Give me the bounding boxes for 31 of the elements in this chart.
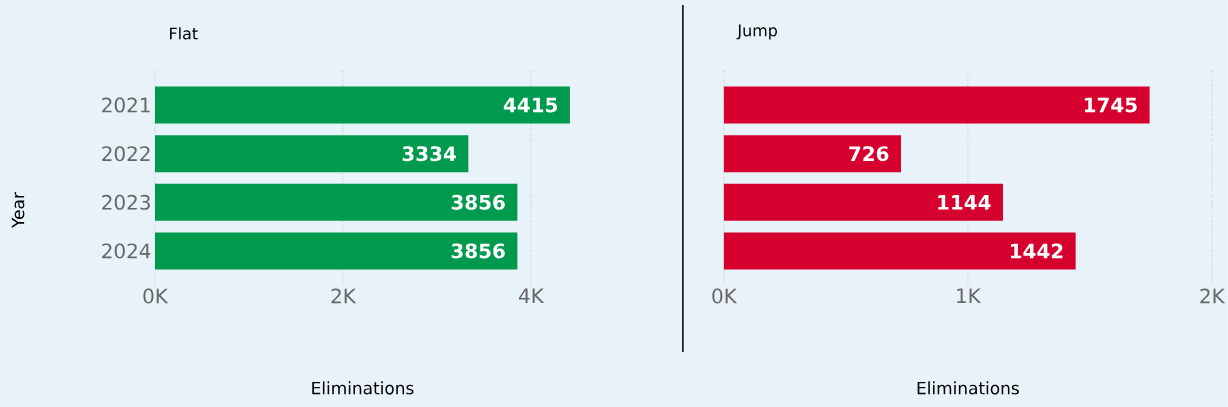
bar [154, 86, 570, 124]
data-label: 4415 [503, 97, 558, 113]
data-label: 1442 [1010, 243, 1063, 259]
data-label: 1745 [1084, 97, 1137, 113]
bar [723, 232, 1076, 270]
y-axis-title: Year [11, 192, 25, 229]
chart-title: Flat [170, 27, 198, 40]
data-label: 3856 [451, 243, 505, 259]
data-label: 1144 [938, 195, 991, 210]
data-label: 3856 [451, 194, 505, 210]
bar [154, 232, 518, 270]
x-tick-label: 4K [519, 288, 545, 304]
y-tick-label: 2024 [102, 243, 151, 259]
y-tick-label: 2022 [102, 146, 150, 162]
bar [723, 86, 1150, 124]
chart-title: Jump [736, 24, 777, 40]
x-axis-title: Eliminations [312, 381, 414, 395]
data-label: 3334 [402, 146, 456, 162]
x-axis-title: Eliminations [917, 381, 1019, 395]
x-tick-label: 2K [1200, 288, 1226, 304]
x-tick-label: 1K [957, 288, 982, 304]
x-tick-label: 0K [712, 288, 738, 304]
x-tick-label: 0K [143, 288, 169, 304]
bar [723, 183, 1003, 221]
data-label: 726 [849, 146, 889, 162]
y-tick-label: 2021 [102, 97, 150, 113]
y-tick-label: 2023 [102, 194, 150, 210]
bar [154, 183, 518, 221]
x-tick-label: 2K [331, 288, 357, 304]
bar [723, 135, 902, 173]
bar [154, 135, 469, 173]
